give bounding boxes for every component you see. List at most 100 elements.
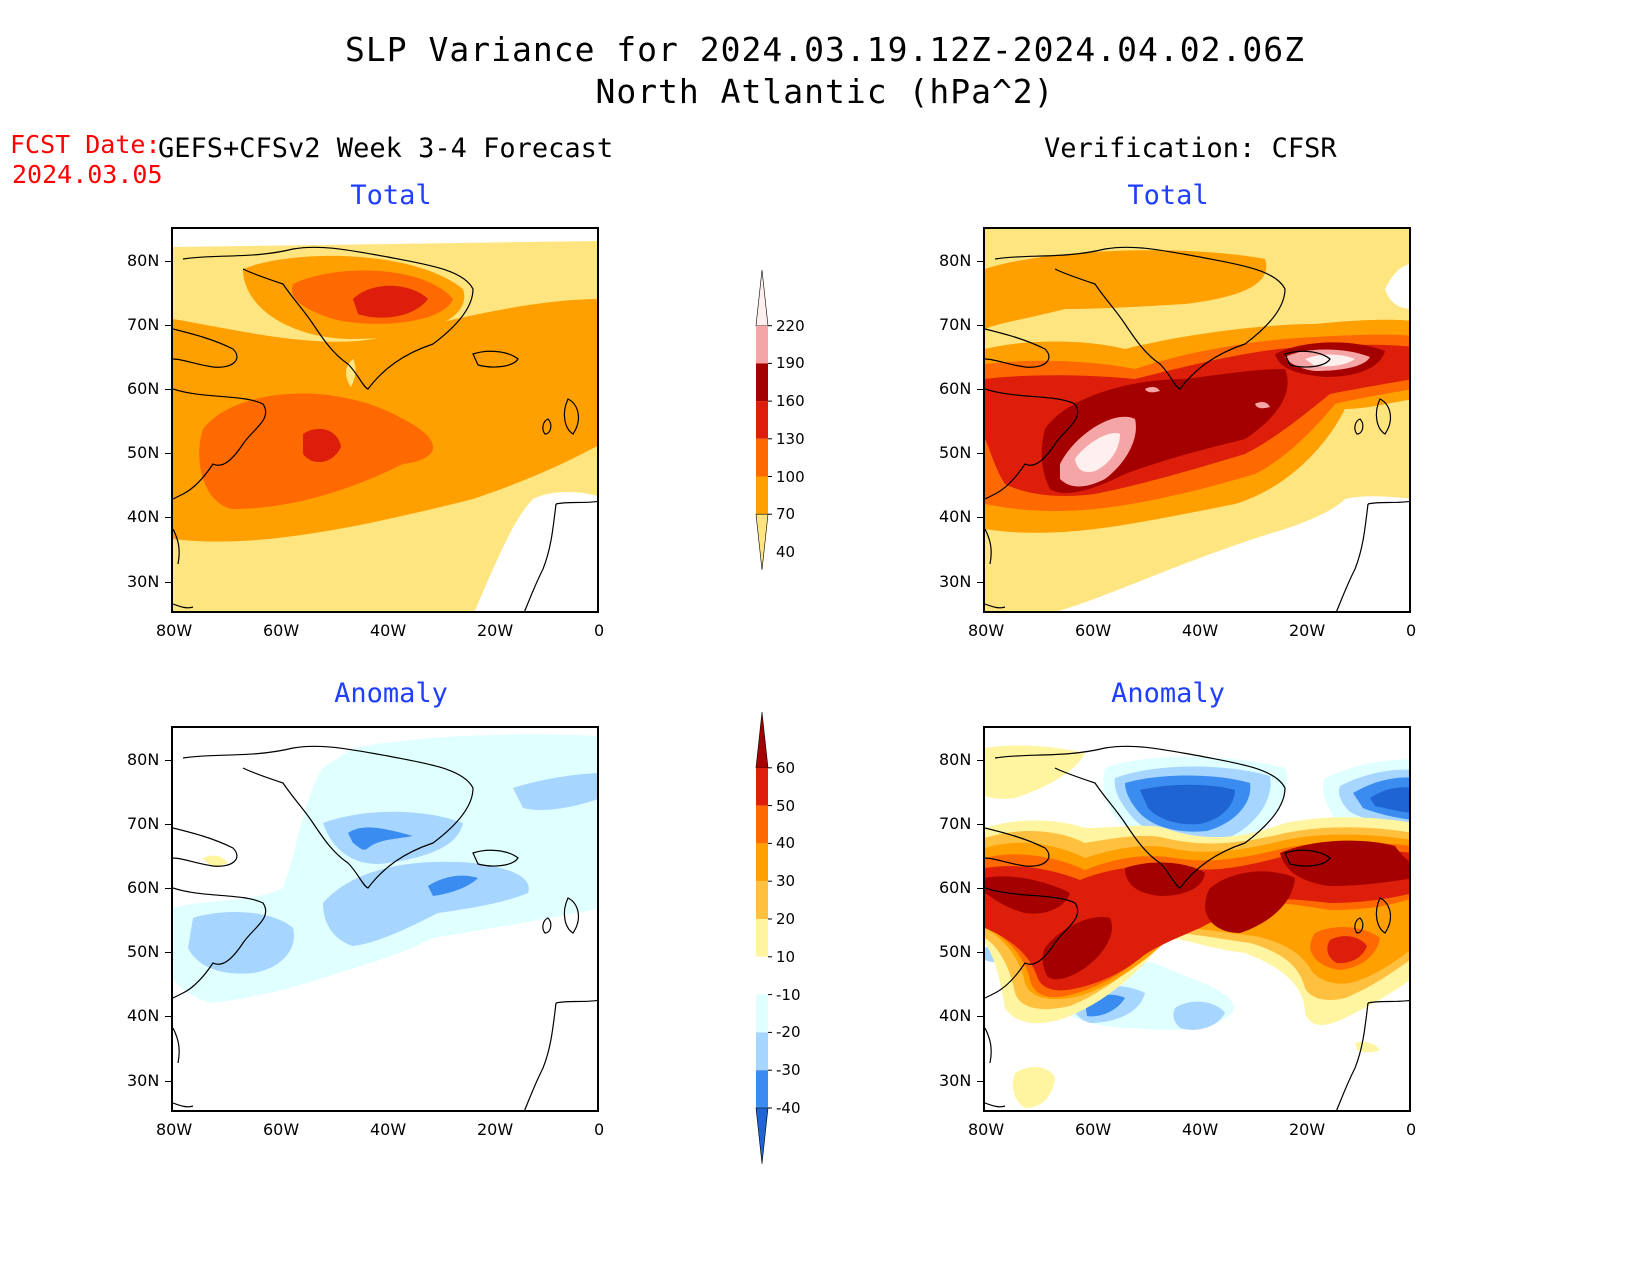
colorbar-level-label: -30 [776,1061,801,1080]
ver-anomaly-lat-tick: 30N [939,1071,972,1090]
colorbar-level-label: 40 [776,542,796,561]
colorbar-segment [756,401,768,439]
colorbar-level-label: 10 [776,947,796,966]
fcst-total-lat-tick-mark [165,325,171,326]
colorbar-level-label: -40 [776,1099,801,1117]
ver-total-lat-tick: 30N [939,572,972,591]
fcst-anomaly-map [173,728,597,1110]
colorbar-segment [756,438,768,477]
fcst-total-lat-tick-mark [165,261,171,262]
fcst-anomaly-lat-tick-mark [165,888,171,889]
colorbar-level-label: 100 [776,467,805,486]
ver-anomaly-lat-tick-mark [977,888,983,889]
ver-total-lat-tick: 50N [939,443,972,462]
map-panel-fcst-total [171,227,599,613]
fcst-total-map [173,229,597,611]
chart-title: SLP Variance for 2024.03.19.12Z-2024.04.… [345,30,1305,69]
ver-anomaly-lat-tick: 80N [939,750,972,769]
fcst-anomaly-lat-tick-mark [165,952,171,953]
fcst-total-lat-tick: 50N [127,443,160,462]
ver-total-lon-tick: 0 [1406,621,1417,640]
ver-anomaly-lat-tick: 40N [939,1006,972,1025]
ver-anomaly-lat-tick-mark [977,952,983,953]
fcst-total-lat-tick: 60N [127,379,160,398]
colorbar-level-label: 190 [776,354,805,373]
colorbar-arrow-bottom [755,513,769,570]
fcst-anomaly-lat-tick: 30N [127,1071,160,1090]
ver-total-title: Total [1127,180,1209,211]
fcst-total-title: Total [350,180,432,211]
colorbar-segment [756,994,768,1033]
colorbar-level-label: 70 [776,505,796,524]
ver-anomaly-lon-tick: 20W [1289,1120,1326,1139]
fcst-anomaly-lat-tick-mark [165,760,171,761]
ver-total-lon-tick: 40W [1182,621,1219,640]
colorbar-arrow-top [755,711,769,769]
anomaly-colorbar: 60 50 40 30 20 10 -10 -20 -30 -40 [752,710,812,1164]
fcst-anomaly-title: Anomaly [334,678,448,709]
ver-anomaly-map [985,728,1409,1110]
colorbar-level-label: -10 [776,985,801,1004]
verification-column-heading: Verification: CFSR [1044,133,1337,164]
colorbar-segment [756,956,768,995]
colorbar-segment [756,1032,768,1071]
ver-total-lat-tick: 60N [939,379,972,398]
colorbar-level-label: 220 [776,316,805,335]
ver-total-lat-tick: 70N [939,315,972,334]
fcst-anomaly-lat-tick: 50N [127,942,160,961]
chart-subtitle: North Atlantic (hPa^2) [595,72,1055,111]
colorbar-segment [756,476,768,515]
fcst-anomaly-lat-tick-mark [165,824,171,825]
fcst-anomaly-lon-tick: 40W [370,1120,407,1139]
forecast-column-heading: GEFS+CFSv2 Week 3-4 Forecast [158,133,614,164]
fcst-total-lat-tick: 30N [127,572,160,591]
fcst-total-lon-tick: 60W [263,621,300,640]
fcst-anomaly-lat-tick: 80N [127,750,160,769]
cbar-total-svg [755,269,772,570]
ver-total-lat-tick-mark [977,517,983,518]
colorbar-segment [756,767,768,806]
fcst-total-lon-tick: 80W [156,621,193,640]
ver-total-lon-tick: 20W [1289,621,1326,640]
fcst-anomaly-lon-tick: 80W [156,1120,193,1139]
ver-total-lat-tick-mark [977,325,983,326]
ver-total-lat-tick-mark [977,582,983,583]
fcst-anomaly-lat-tick: 40N [127,1006,160,1025]
ver-anomaly-lon-tick: 80W [968,1120,1005,1139]
colorbar-level-label: 20 [776,910,796,928]
ver-total-lon-tick: 60W [1075,621,1112,640]
fcst-total-lat-tick: 40N [127,507,160,526]
colorbar-level-label: -20 [776,1023,801,1042]
colorbar-segment [756,363,768,402]
ver-anomaly-lat-tick-mark [977,1081,983,1082]
ver-total-lat-tick-mark [977,261,983,262]
map-panel-ver-total [983,227,1411,613]
fcst-total-lon-tick: 0 [594,621,605,640]
fcst-total-lat-tick-mark [165,582,171,583]
map-panel-ver-anomaly [983,726,1411,1112]
ver-total-lon-tick: 80W [968,621,1005,640]
fcst-date-label: FCST Date: [10,130,161,159]
colorbar-level-label: 30 [776,872,796,891]
map-panel-fcst-anomaly [171,726,599,1112]
fcst-total-lat-tick: 70N [127,315,160,334]
colorbar-arrow-top [755,269,769,326]
colorbar-level-label: 130 [776,429,805,448]
colorbar-arrow-bottom [755,1107,769,1164]
ver-anomaly-lat-tick-mark [977,1016,983,1017]
fcst-anomaly-lon-tick: 60W [263,1120,300,1139]
fcst-anomaly-lon-tick: 0 [594,1120,605,1139]
colorbar-level-label: 60 [776,758,796,777]
fcst-total-lat-tick-mark [165,453,171,454]
colorbar-segment [756,805,768,844]
fcst-anomaly-lat-tick: 60N [127,878,160,897]
ver-anomaly-lon-tick: 60W [1075,1120,1112,1139]
ver-anomaly-lat-tick-mark [977,760,983,761]
fcst-anomaly-lat-tick: 70N [127,814,160,833]
ver-total-lat-tick: 40N [939,507,972,526]
ver-anomaly-lat-tick: 70N [939,814,972,833]
cbar-anom-svg [755,711,772,1164]
ver-anomaly-lat-tick: 50N [939,942,972,961]
fcst-total-lon-tick: 40W [370,621,407,640]
colorbar-level-label: 160 [776,392,805,411]
